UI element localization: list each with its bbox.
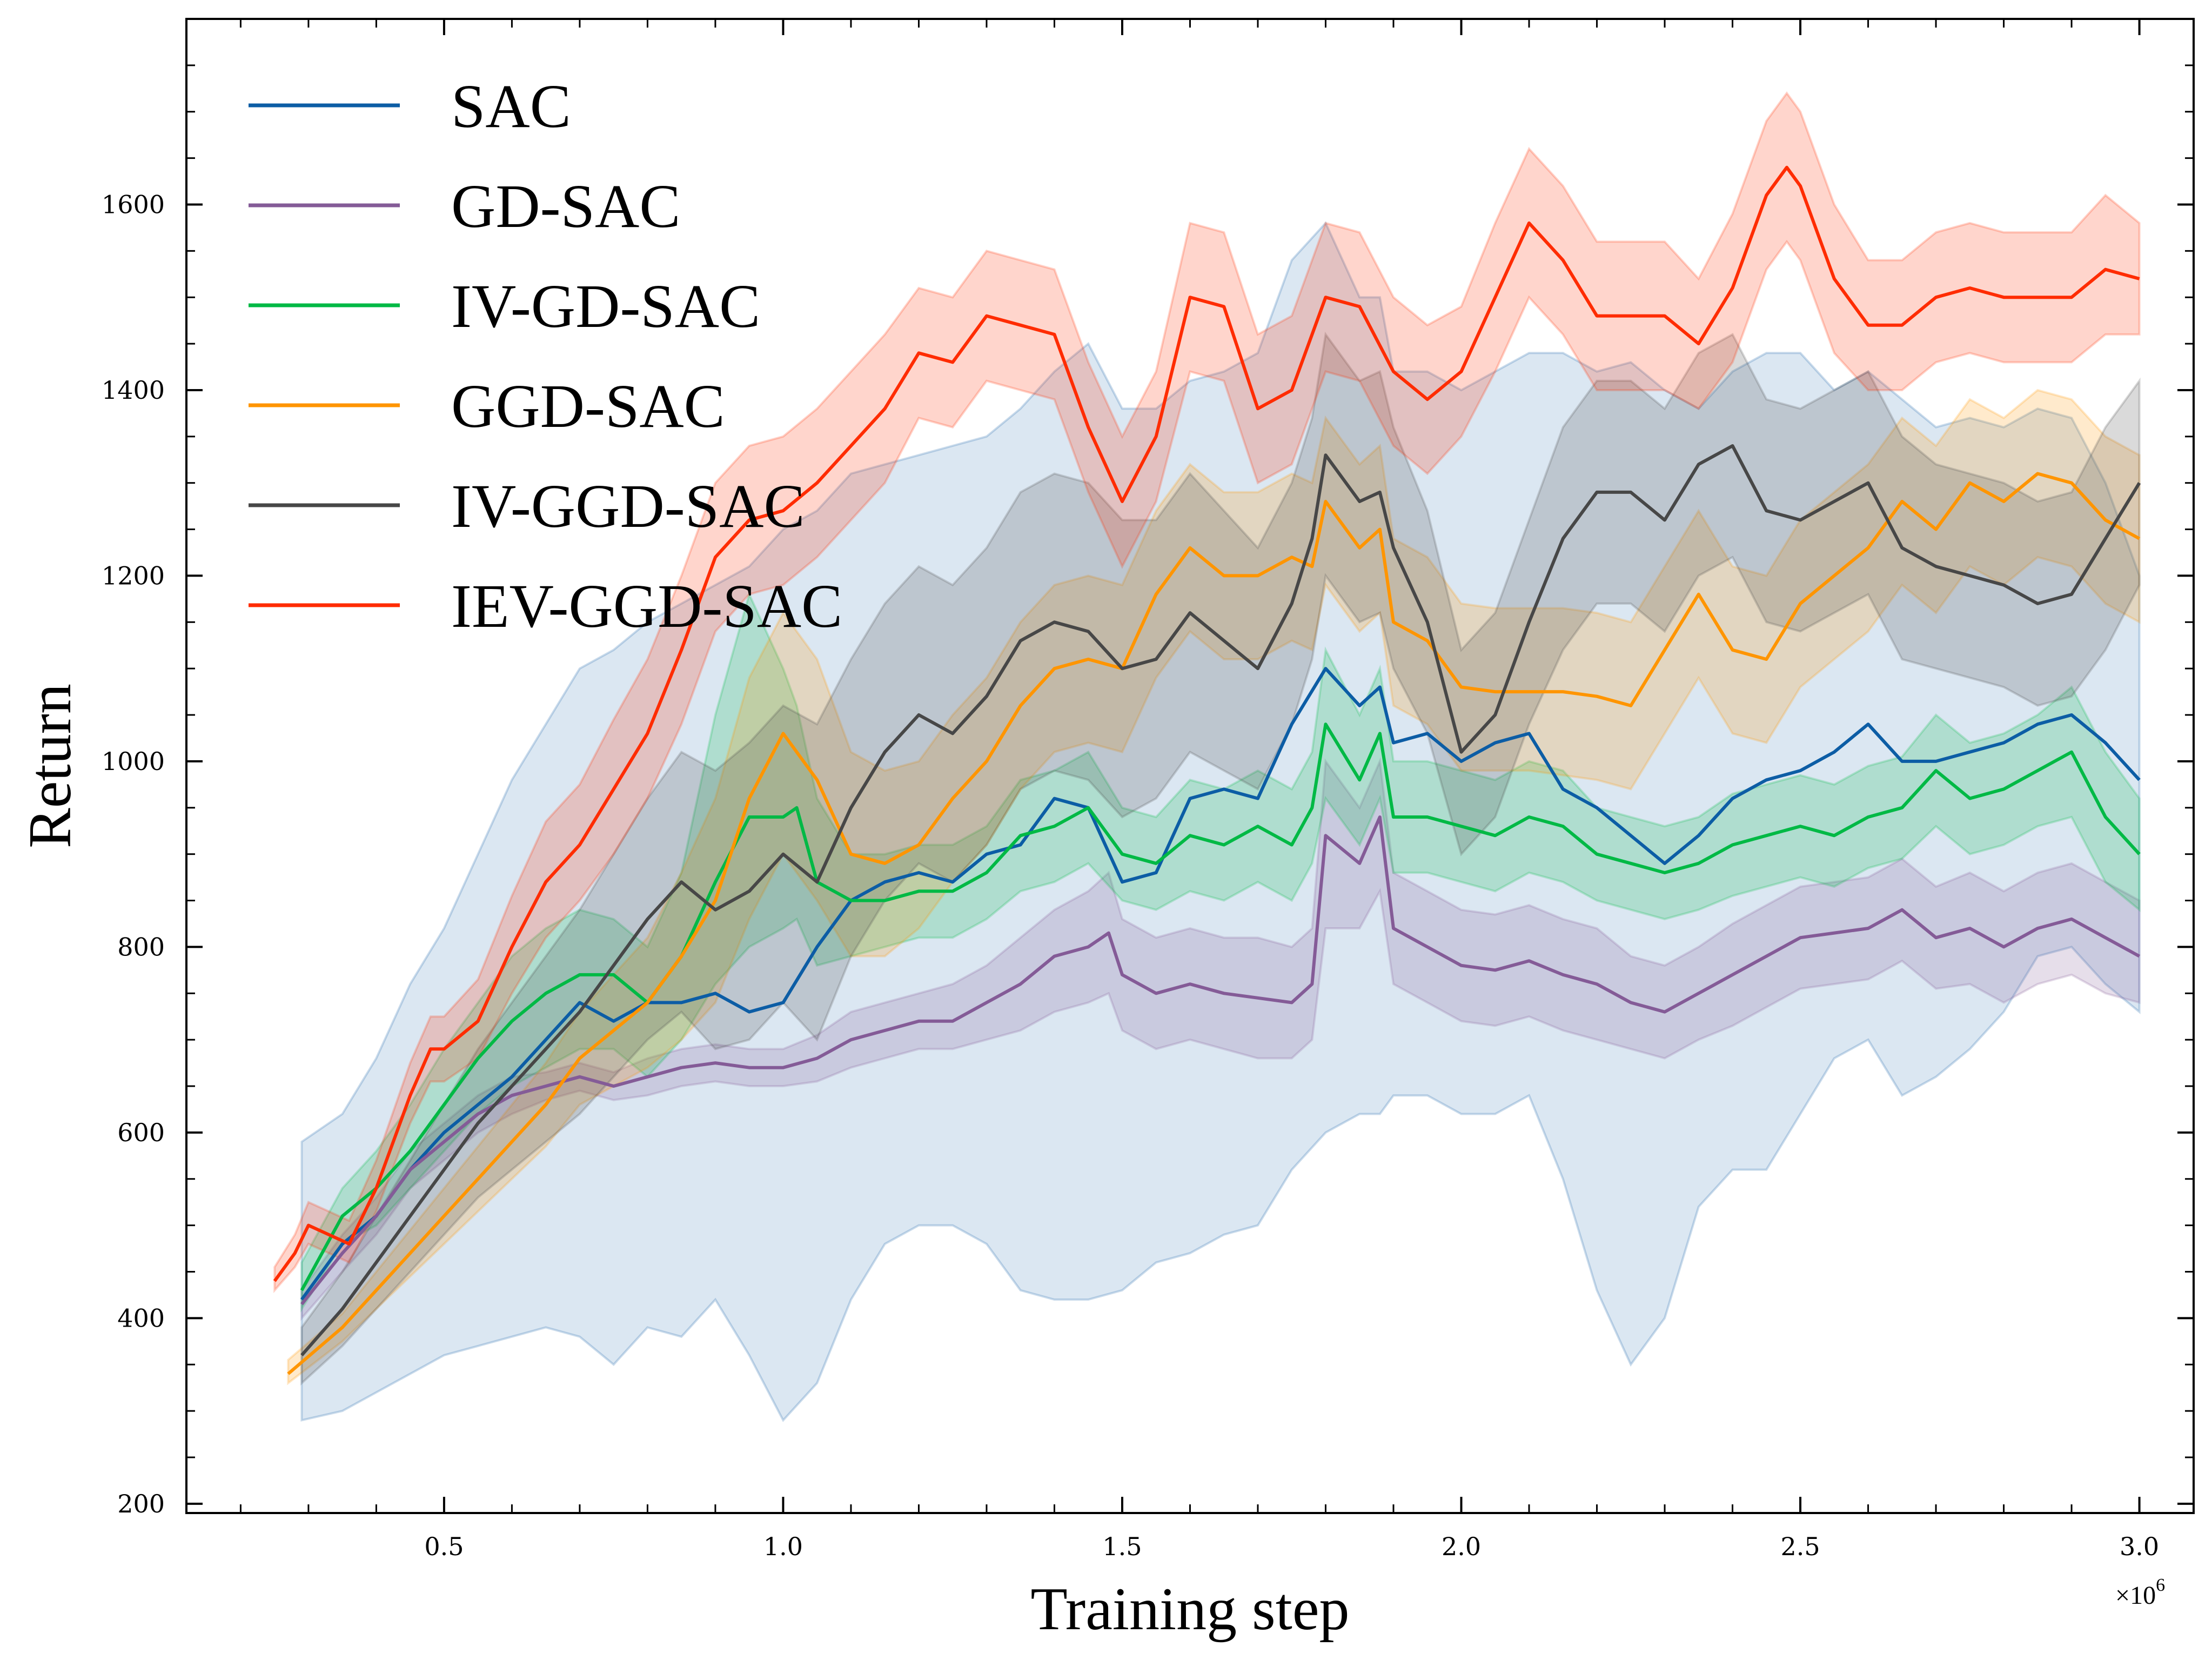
- band-iev-ggd-sac: [273, 91, 2141, 1294]
- series-line-iv-ggd-sac: [300, 444, 2141, 1356]
- series-line-sac: [300, 667, 2141, 1301]
- band-iv-ggd-sac: [300, 331, 2141, 1386]
- x-tick-label: 1.0: [763, 1532, 803, 1561]
- x-axis-label: Training step: [1030, 1576, 1349, 1643]
- legend-entry: GGD-SAC: [451, 372, 725, 440]
- legend-entry: IV-GGD-SAC: [451, 472, 805, 540]
- y-tick-label: 1600: [102, 190, 165, 219]
- y-tick-label: 800: [117, 932, 165, 961]
- band-sac: [300, 221, 2141, 1422]
- x-tick-label: 1.5: [1102, 1532, 1142, 1561]
- y-tick-label: 200: [117, 1489, 165, 1518]
- x-tick-label: 0.5: [424, 1532, 464, 1561]
- y-tick-label: 400: [117, 1303, 165, 1333]
- legend-entry: GD-SAC: [451, 172, 680, 240]
- x-multiplier-base: ×10: [2115, 1581, 2156, 1610]
- series-lines: [273, 165, 2141, 1375]
- x-axis-ticks: 0.5 1.0 1.5 2.0 2.5 3.0: [239, 19, 2159, 1561]
- x-multiplier-exponent: 6: [2156, 1575, 2165, 1595]
- y-axis-label: Return: [17, 684, 84, 848]
- y-tick-label: 1000: [102, 747, 165, 776]
- x-axis-multiplier: ×106: [2115, 1575, 2165, 1610]
- x-tick-label: 3.0: [2120, 1532, 2159, 1561]
- series-line-gd-sac: [300, 815, 2141, 1306]
- legend-entry: IEV-GGD-SAC: [451, 572, 842, 640]
- series-line-iv-gd-sac: [300, 722, 2141, 1291]
- band-ggd-sac: [287, 389, 2141, 1385]
- x-tick-label: 2.0: [1442, 1532, 1481, 1561]
- y-tick-label: 1400: [102, 376, 165, 405]
- legend: SAC GD-SAC IV-GD-SAC GGD-SAC IV-GGD-SAC IEV-G…: [249, 72, 842, 640]
- series-line-ggd-sac: [287, 472, 2141, 1375]
- legend-entry: SAC: [451, 72, 571, 140]
- y-tick-label: 1200: [102, 561, 165, 590]
- series-line-iev-ggd-sac: [273, 165, 2140, 1282]
- y-tick-label: 600: [117, 1118, 165, 1147]
- band-gd-sac: [300, 757, 2141, 1321]
- y-axis-ticks: 200 400 600 800 1000 1200 1400 1600: [102, 18, 2194, 1518]
- legend-entry: IV-GD-SAC: [451, 272, 760, 340]
- x-tick-label: 2.5: [1780, 1532, 1820, 1561]
